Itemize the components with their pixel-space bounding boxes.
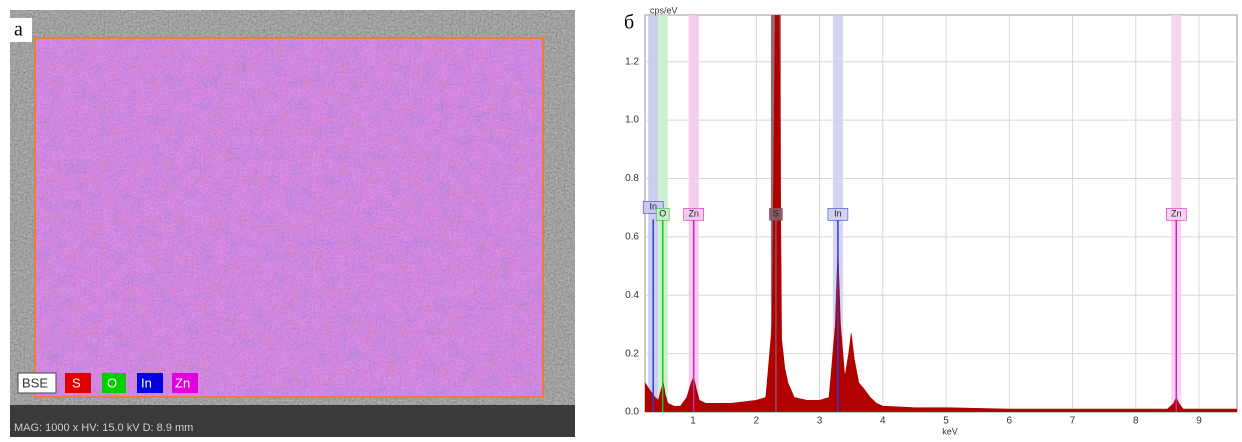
panel-label: б: [624, 12, 634, 34]
x-tick-label: 6: [1007, 416, 1013, 427]
y-tick-label: 0.0: [625, 407, 639, 418]
element-label: O: [659, 209, 666, 219]
element-label: In: [649, 202, 657, 212]
legend-box: [65, 373, 91, 393]
legend-label: S: [72, 375, 81, 390]
legend-label: Zn: [175, 375, 190, 390]
x-tick-label: 3: [817, 416, 823, 427]
legend-box: [172, 373, 198, 393]
legend-label: BSE: [22, 375, 48, 390]
x-tick-label: 8: [1133, 416, 1139, 427]
legend-label: O: [107, 375, 117, 390]
y-tick-label: 1.0: [625, 115, 639, 126]
x-tick-label: 7: [1070, 416, 1076, 427]
element-tag: [655, 208, 670, 221]
y-axis-label: cps/eV: [650, 5, 678, 15]
x-tick-label: 5: [943, 416, 949, 427]
element-tag: [1165, 208, 1187, 221]
legend-box: [17, 372, 57, 394]
spectrum-area: [645, 15, 1237, 412]
info-text: MAG: 1000 x HV: 15.0 kV D: 8.9 mm: [14, 422, 193, 434]
map-frame: [34, 37, 544, 398]
x-axis-label: keV: [942, 426, 958, 436]
legend-label: In: [141, 375, 152, 390]
legend-box: [102, 373, 126, 393]
element-label: In: [834, 209, 842, 219]
eds-map-grain: [35, 38, 543, 397]
x-tick-label: 4: [880, 416, 886, 427]
y-tick-label: 0.4: [625, 290, 639, 301]
x-tick-label: 9: [1196, 416, 1202, 427]
x-tick-label: 1: [690, 416, 696, 427]
element-tag: [683, 208, 705, 221]
panel-label: а: [14, 19, 23, 41]
y-tick-label: 0.8: [625, 173, 639, 184]
element-label: Zn: [1171, 209, 1182, 219]
element-tag: [769, 208, 783, 221]
sem-panel: MAG: 1000 x HV: 15.0 kV D: 8.9 mm а BSE …: [10, 10, 575, 437]
y-tick-label: 1.2: [625, 56, 639, 67]
label-box: [10, 18, 32, 42]
element-tag: [827, 208, 849, 221]
element-label: S: [773, 209, 779, 219]
x-tick-label: 2: [754, 416, 760, 427]
info-bar: [10, 405, 575, 437]
y-tick-label: 0.6: [625, 231, 639, 242]
element-label: Zn: [688, 209, 699, 219]
legend-box: [137, 373, 163, 393]
y-tick-label: 0.2: [625, 348, 639, 359]
plot-area: [644, 14, 1238, 413]
